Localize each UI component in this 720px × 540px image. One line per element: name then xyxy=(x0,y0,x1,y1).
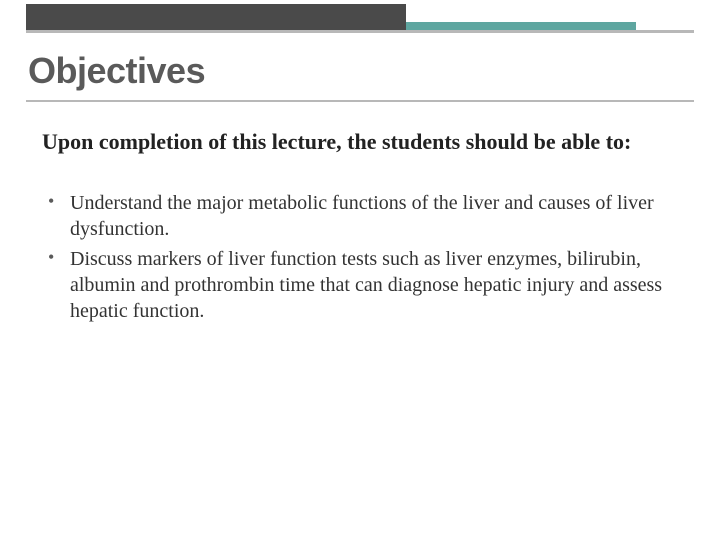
band-teal xyxy=(406,22,636,30)
slide-title: Objectives xyxy=(28,50,205,92)
list-item: Discuss markers of liver function tests … xyxy=(48,246,678,324)
band-dark xyxy=(26,4,406,30)
title-underline xyxy=(26,100,694,102)
list-item: Understand the major metabolic functions… xyxy=(48,190,678,242)
content-area: Upon completion of this lecture, the stu… xyxy=(42,128,678,328)
band-gray xyxy=(26,30,694,33)
objectives-list: Understand the major metabolic functions… xyxy=(42,190,678,324)
lead-text: Upon completion of this lecture, the stu… xyxy=(42,128,678,156)
